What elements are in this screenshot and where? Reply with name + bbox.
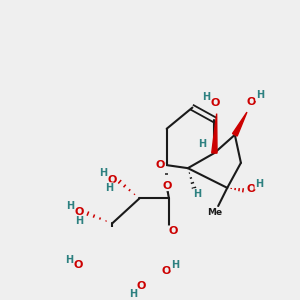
Text: O: O bbox=[74, 260, 83, 270]
Polygon shape bbox=[112, 279, 140, 285]
Text: H: H bbox=[65, 255, 73, 265]
Text: O: O bbox=[211, 98, 220, 108]
Text: H: H bbox=[198, 139, 206, 149]
Text: O: O bbox=[162, 266, 171, 276]
Text: O: O bbox=[156, 160, 165, 170]
Polygon shape bbox=[212, 114, 217, 153]
Text: O: O bbox=[163, 181, 172, 190]
Text: H: H bbox=[202, 92, 210, 102]
Text: O: O bbox=[74, 207, 83, 217]
Text: H: H bbox=[171, 260, 179, 270]
Text: Me: Me bbox=[207, 208, 222, 217]
Text: H: H bbox=[193, 189, 201, 199]
Text: H: H bbox=[75, 216, 83, 226]
Text: H: H bbox=[255, 179, 263, 189]
Text: H: H bbox=[99, 169, 107, 178]
Text: O: O bbox=[246, 184, 255, 194]
Polygon shape bbox=[110, 256, 140, 280]
Text: O: O bbox=[168, 226, 177, 236]
Text: O: O bbox=[107, 175, 117, 184]
Text: O: O bbox=[136, 280, 146, 291]
Text: H: H bbox=[105, 183, 113, 193]
Text: O: O bbox=[247, 97, 256, 107]
Text: H: H bbox=[66, 201, 74, 211]
Text: H: H bbox=[256, 90, 264, 100]
Polygon shape bbox=[232, 112, 247, 136]
Text: H: H bbox=[129, 289, 137, 299]
